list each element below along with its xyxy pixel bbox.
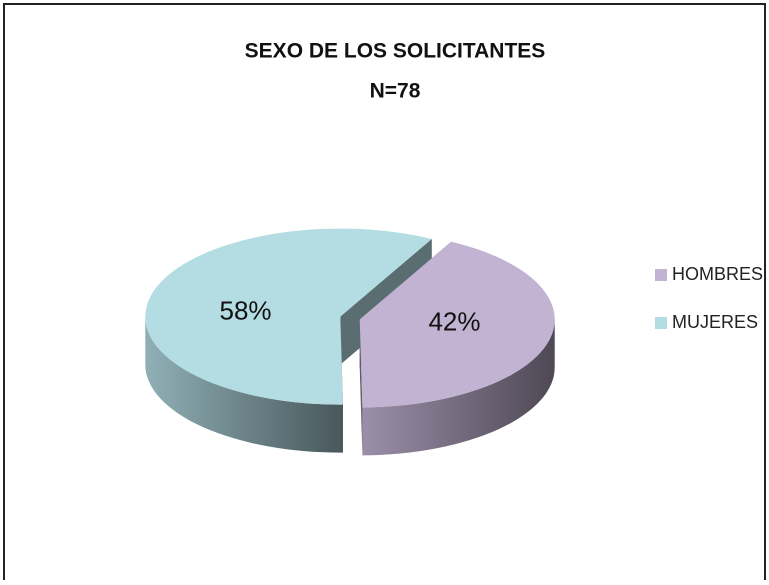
legend-label: MUJERES	[672, 312, 758, 332]
slice-side	[362, 319, 555, 456]
data-label: 58%	[219, 295, 271, 325]
chart-subtitle: N=78	[370, 80, 421, 103]
slice-side	[359, 319, 363, 456]
pie-slice	[359, 241, 555, 408]
chart-title: SEXO DE LOS SOLICITANTES	[245, 40, 546, 63]
legend-swatch	[655, 269, 667, 281]
pie-slice	[145, 228, 432, 405]
data-label: 42%	[428, 306, 480, 336]
slice-side	[145, 316, 344, 453]
legend-label: HOMBRES	[672, 264, 763, 284]
legend-swatch	[655, 317, 667, 329]
